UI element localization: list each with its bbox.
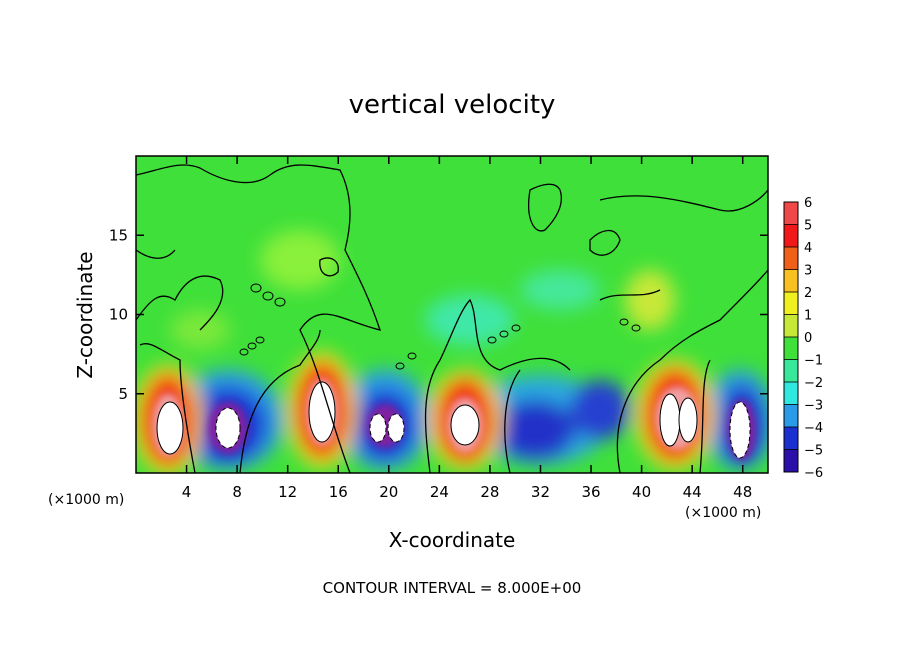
colorbar-tick-label: 1 — [804, 309, 812, 324]
colorbar-segment — [784, 247, 798, 270]
colorbar-segment — [784, 382, 798, 405]
x-unit-right: (×1000 m) — [685, 505, 761, 521]
colorbar-segment — [784, 292, 798, 315]
x-tick-label: 40 — [632, 483, 651, 501]
contour-interval-footer: CONTOUR INTERVAL = 8.000E+00 — [323, 579, 582, 597]
colorbar: 6 5 4 3 2 1 0 −1 −2 −3 −4 −5 −6 — [783, 196, 823, 481]
colorbar-segment — [784, 449, 798, 473]
colorbar-tick-label: −3 — [804, 399, 823, 414]
x-tick-label: 8 — [232, 483, 242, 501]
colorbar-tick-label: −2 — [804, 376, 823, 391]
chart-title: vertical velocity — [349, 90, 556, 120]
x-tick-label: 44 — [683, 483, 702, 501]
x-tick-label: 4 — [182, 483, 192, 501]
colorbar-tick-label: −6 — [804, 466, 823, 481]
colorbar-segment — [784, 202, 798, 225]
x-tick-label: 12 — [278, 483, 297, 501]
x-axis: 4 8 12 16 20 24 28 32 36 40 44 48 — [182, 156, 752, 501]
colorbar-segment — [784, 269, 798, 293]
colorbar-segment — [784, 314, 798, 338]
colorbar-tick-label: −4 — [804, 421, 823, 436]
x-axis-label: X-coordinate — [389, 528, 516, 552]
y-tick-label: 15 — [109, 226, 128, 244]
colorbar-tick-label: −1 — [804, 354, 823, 369]
x-tick-label: 32 — [531, 483, 550, 501]
colorbar-tick-label: 5 — [804, 219, 812, 234]
small-contour-loops — [239, 283, 641, 370]
x-tick-label: 36 — [581, 483, 600, 501]
colorbar-tick-label: 4 — [804, 241, 812, 256]
colorbar-segment — [784, 337, 798, 360]
white-cores — [156, 381, 751, 459]
x-tick-label: 24 — [430, 483, 449, 501]
colorbar-tick-label: 0 — [804, 331, 812, 346]
y-axis-label: Z-coordinate — [73, 251, 97, 378]
colorbar-tick-label: 6 — [804, 196, 812, 211]
heatmap-field — [136, 156, 768, 473]
colorbar-tick-label: 3 — [804, 264, 812, 279]
zero-contours — [136, 164, 768, 473]
x-tick-label: 28 — [480, 483, 499, 501]
colorbar-tick-label: 2 — [804, 286, 812, 301]
y-tick-label: 10 — [109, 306, 128, 324]
colorbar-segment — [784, 224, 798, 248]
colorbar-segment — [784, 427, 798, 450]
x-tick-label: 48 — [733, 483, 752, 501]
colorbar-segment — [784, 359, 798, 383]
y-axis: 5 10 15 — [109, 226, 768, 403]
x-tick-label: 20 — [379, 483, 398, 501]
x-tick-label: 16 — [329, 483, 348, 501]
colorbar-tick-label: −5 — [804, 444, 823, 459]
y-tick-label: 5 — [118, 385, 128, 403]
x-unit-left: (×1000 m) — [48, 492, 124, 508]
colorbar-segment — [784, 404, 798, 428]
